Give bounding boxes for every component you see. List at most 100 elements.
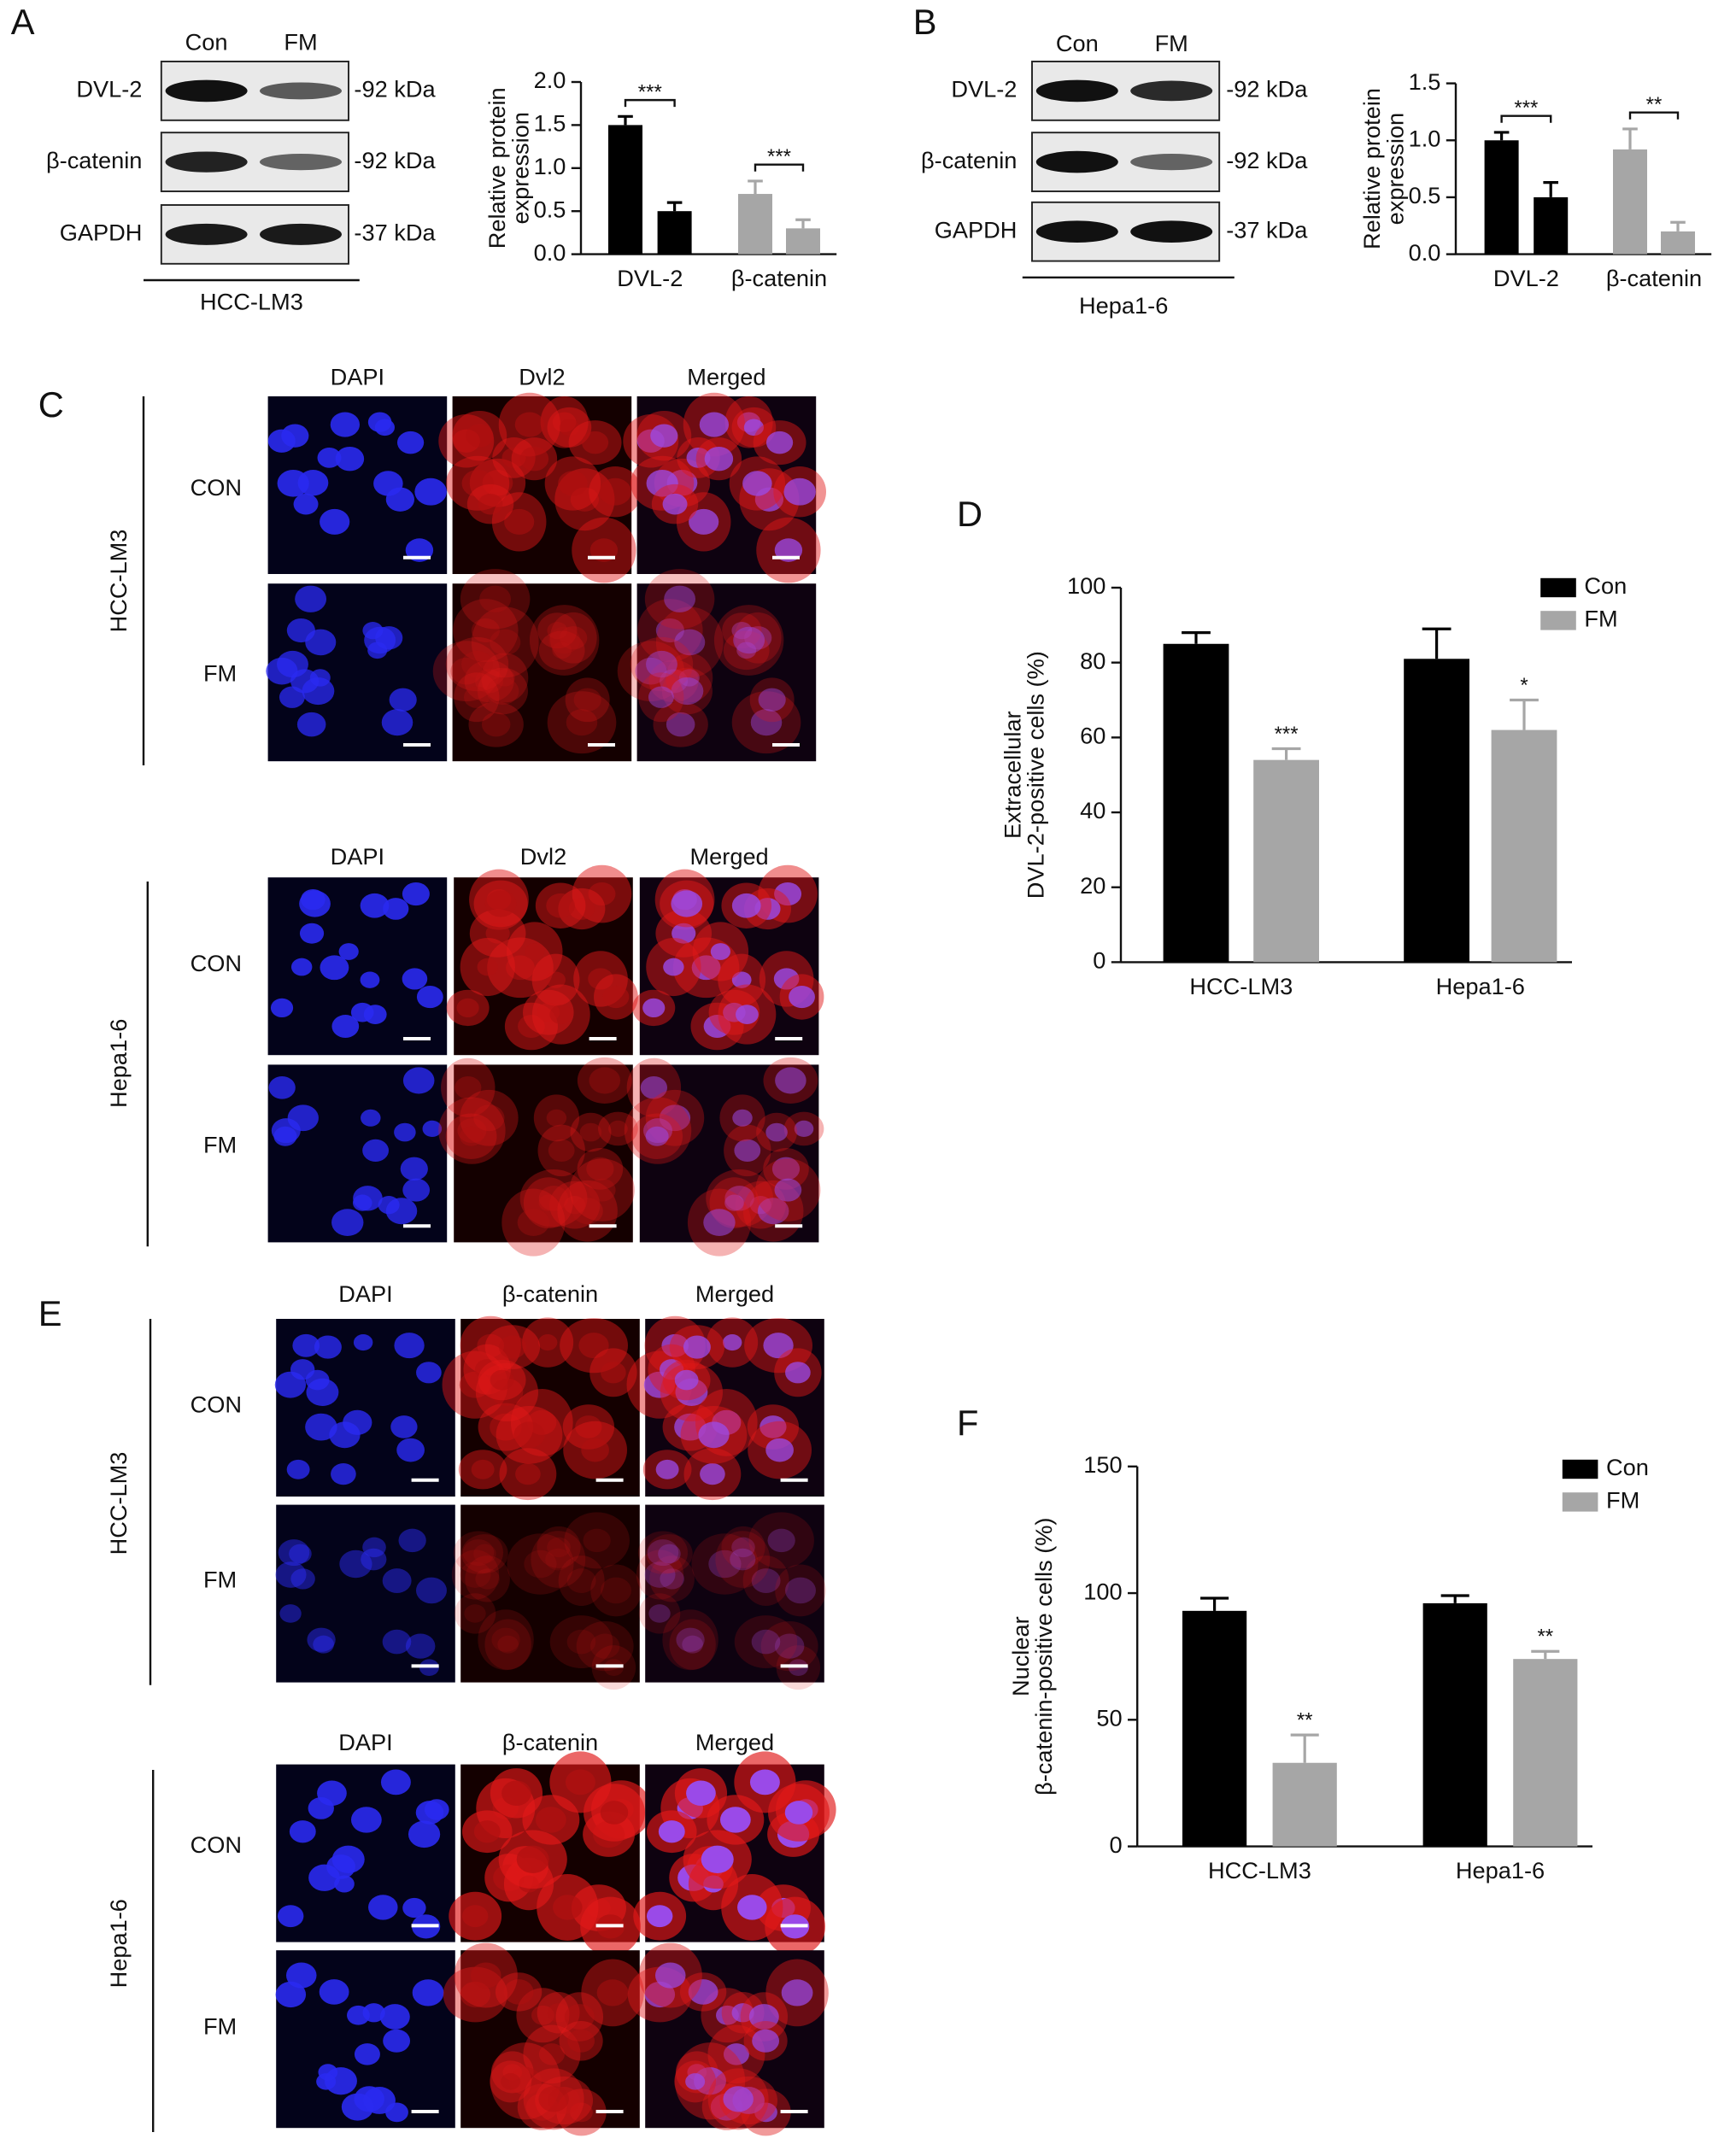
cell-nucleus (674, 629, 706, 656)
cell-nucleus (305, 629, 337, 656)
cell-nucleus (416, 1362, 442, 1384)
cell-nucleus (736, 641, 757, 659)
cell-nucleus (724, 1194, 744, 1211)
cell-nucleus (758, 688, 786, 712)
lane-label: Con (185, 28, 228, 55)
cell-nucleus (461, 650, 493, 678)
cell-nucleus (698, 1421, 730, 1449)
cell-nucleus (547, 622, 568, 640)
cell-nucleus (538, 1186, 569, 1211)
cell-nucleus (364, 626, 396, 654)
cell-nucleus (485, 923, 510, 944)
cell-cytoplasm (666, 653, 713, 703)
lane-label: FM (284, 28, 317, 55)
bar (1534, 196, 1569, 255)
blot-band (1035, 79, 1118, 103)
micrograph (267, 877, 448, 1056)
cell-cytoplasm (460, 569, 531, 630)
cell-cytoplasm (723, 630, 770, 671)
cell-nucleus (470, 1962, 501, 1989)
cell-nucleus (339, 1550, 372, 1579)
cell-nucleus (784, 1577, 816, 1604)
cell-nucleus (486, 677, 519, 706)
significance: ** (1537, 1626, 1553, 1649)
y-tick-label: 0.5 (534, 196, 566, 222)
x-tick-label: β-catenin (731, 265, 827, 291)
cell-nucleus (379, 2004, 410, 2030)
cell-cytoplasm (460, 1089, 519, 1146)
protein-label: β-catenin (46, 147, 142, 173)
cell-nucleus (383, 898, 409, 920)
size-label: -92 kDa (1226, 147, 1308, 173)
column-header: Merged (687, 363, 765, 390)
cell-cytoplasm (555, 1992, 604, 2042)
cell-nucleus (644, 1981, 676, 2008)
cell-nucleus (316, 2073, 337, 2090)
y-axis-label: Relative protein (1358, 88, 1385, 249)
cell-nucleus (785, 1362, 811, 1384)
cell-cytoplasm (445, 636, 509, 692)
y-tick-label: 1.5 (534, 110, 566, 137)
x-tick-label: DVL-2 (1493, 265, 1559, 291)
bar (1404, 659, 1469, 963)
cell-nucleus (398, 1528, 426, 1553)
micrograph (266, 583, 448, 762)
bar (657, 211, 692, 255)
error-bar (1622, 127, 1638, 149)
micrograph (632, 864, 824, 1056)
x-tick-label: Hepa1-6 (1436, 973, 1525, 999)
cell-nucleus (784, 1801, 813, 1825)
cell-nucleus (581, 1438, 609, 1462)
cell-nucleus (672, 923, 696, 944)
cell-nucleus (515, 1463, 541, 1485)
cell-nucleus (509, 2067, 542, 2095)
cell-nucleus (548, 2087, 580, 2114)
cell-nucleus (471, 1459, 495, 1479)
cell-nucleus (412, 1979, 444, 2006)
x-tick-label: Hepa1-6 (1456, 1857, 1545, 1883)
cell-nucleus (691, 955, 721, 981)
cell-cytoplasm (748, 1512, 814, 1569)
blot-band (1130, 80, 1213, 102)
error-bar (666, 201, 683, 212)
cell-nucleus (275, 1561, 307, 1588)
cell-nucleus (601, 1362, 626, 1384)
cell-nucleus (537, 1334, 558, 1351)
micrograph (617, 569, 817, 762)
cell-nucleus (531, 2005, 554, 2025)
cell-cytoplasm (490, 2042, 561, 2120)
cell-nucleus (589, 1067, 621, 1094)
cell-nucleus (289, 1544, 312, 1564)
cell-nucleus (608, 1120, 628, 1138)
cell-cytoplasm (760, 1621, 818, 1672)
cell-cytoplasm (535, 2076, 594, 2125)
group-label: HCC-LM3 (105, 530, 132, 633)
cell-nucleus (751, 1568, 781, 1593)
size-label: -37 kDa (1226, 216, 1308, 243)
significance-bracket (754, 163, 805, 172)
x-tick-label: HCC-LM3 (1189, 973, 1293, 999)
cell-nucleus (671, 677, 704, 706)
cell-cytoplasm (537, 612, 578, 649)
cell-nucleus (295, 585, 327, 612)
error-bar (1531, 1649, 1560, 1660)
cell-nucleus (701, 1845, 734, 1873)
cell-cytoplasm (556, 2088, 607, 2136)
bar (1513, 1659, 1578, 1847)
cell-nucleus (686, 1780, 716, 1807)
micrograph (449, 1751, 652, 1957)
micrograph (451, 1504, 642, 1690)
size-label: -92 kDa (354, 76, 436, 103)
cell-nucleus (320, 955, 349, 981)
cell-nucleus (305, 1413, 337, 1441)
cell-nucleus (478, 493, 503, 515)
cell-cytoplasm (669, 1619, 716, 1670)
column-header: DAPI (331, 363, 384, 390)
cell-nucleus (648, 686, 674, 708)
cell-nucleus (383, 2029, 411, 2053)
cell-nucleus (302, 677, 335, 706)
column-header: β-catenin (502, 1280, 598, 1307)
micrograph (623, 392, 827, 583)
cell-nucleus (524, 1550, 557, 1579)
